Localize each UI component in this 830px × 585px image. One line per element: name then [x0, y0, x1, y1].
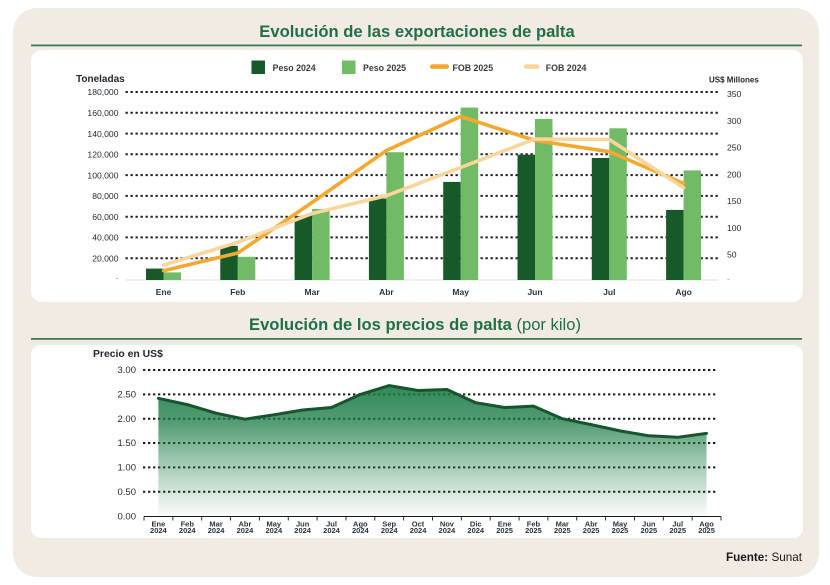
svg-text:40,000: 40,000 — [92, 233, 119, 243]
svg-text:Mar: Mar — [556, 520, 569, 529]
svg-text:2025: 2025 — [496, 526, 513, 535]
svg-text:20,000: 20,000 — [92, 253, 119, 263]
svg-text:140,000: 140,000 — [87, 129, 118, 139]
svg-text:Jun: Jun — [642, 520, 656, 529]
svg-text:Peso 2024: Peso 2024 — [273, 63, 316, 73]
svg-text:FOB 2024: FOB 2024 — [546, 63, 587, 73]
svg-text:Abr: Abr — [238, 520, 251, 529]
svg-text:0.00: 0.00 — [118, 511, 137, 522]
svg-text:Toneladas: Toneladas — [76, 74, 125, 85]
svg-text:May: May — [452, 287, 469, 297]
svg-text:2025: 2025 — [525, 526, 542, 535]
svg-text:Mar: Mar — [209, 520, 222, 529]
svg-text:Jun: Jun — [296, 520, 310, 529]
svg-text:2024: 2024 — [352, 526, 370, 535]
svg-text:350: 350 — [727, 89, 742, 99]
svg-text:100: 100 — [727, 223, 742, 233]
svg-text:2025: 2025 — [554, 526, 571, 535]
svg-text:2024: 2024 — [208, 526, 226, 535]
svg-text:Ago: Ago — [699, 520, 714, 529]
svg-text:Dic: Dic — [470, 520, 482, 529]
svg-text:2024: 2024 — [467, 526, 485, 535]
svg-text:Jul: Jul — [603, 287, 615, 297]
svg-text:Abr: Abr — [585, 520, 598, 529]
svg-text:US$ Millones: US$ Millones — [709, 76, 759, 85]
svg-text:Ene: Ene — [156, 287, 172, 297]
svg-text:Evolución de las exportaciones: Evolución de las exportaciones de palta — [259, 22, 575, 41]
svg-text:2024: 2024 — [265, 526, 283, 535]
svg-text:150: 150 — [727, 196, 742, 206]
svg-text:200: 200 — [727, 169, 742, 179]
svg-text:2024: 2024 — [323, 526, 341, 535]
svg-text:Feb: Feb — [230, 287, 245, 297]
svg-text:2025: 2025 — [583, 526, 600, 535]
svg-text:3.00: 3.00 — [118, 365, 137, 376]
svg-text:Feb: Feb — [181, 520, 195, 529]
svg-text:Feb: Feb — [527, 520, 541, 529]
svg-text:0.50: 0.50 — [118, 487, 137, 498]
svg-text:120,000: 120,000 — [87, 150, 118, 160]
svg-text:2024: 2024 — [237, 526, 255, 535]
svg-text:2024: 2024 — [150, 526, 168, 535]
svg-text:May: May — [613, 520, 628, 529]
svg-text:Jul: Jul — [672, 520, 683, 529]
svg-text:-: - — [727, 274, 730, 284]
svg-text:Nov: Nov — [440, 520, 455, 529]
svg-text:Jul: Jul — [326, 520, 337, 529]
svg-text:Evolución de los precios de pa: Evolución de los precios de palta (por k… — [249, 315, 581, 334]
svg-text:Ene: Ene — [498, 520, 512, 529]
svg-text:2024: 2024 — [294, 526, 312, 535]
svg-text:80,000: 80,000 — [92, 191, 119, 201]
svg-text:-: - — [116, 273, 119, 283]
svg-text:300: 300 — [727, 116, 742, 126]
svg-text:160,000: 160,000 — [87, 108, 118, 118]
svg-text:2.50: 2.50 — [118, 390, 137, 401]
svg-text:Abr: Abr — [379, 287, 394, 297]
svg-text:1.00: 1.00 — [118, 463, 137, 474]
svg-text:Precio en US$: Precio en US$ — [93, 349, 163, 360]
svg-text:2025: 2025 — [698, 526, 715, 535]
svg-text:50: 50 — [727, 250, 737, 260]
svg-text:100,000: 100,000 — [87, 170, 118, 180]
svg-text:Sep: Sep — [382, 520, 396, 529]
svg-text:2024: 2024 — [410, 526, 428, 535]
svg-text:2.00: 2.00 — [118, 414, 137, 425]
svg-text:Ago: Ago — [675, 287, 692, 297]
svg-text:1.50: 1.50 — [118, 438, 137, 449]
svg-text:2025: 2025 — [669, 526, 686, 535]
svg-text:2025: 2025 — [641, 526, 658, 535]
svg-text:2024: 2024 — [381, 526, 399, 535]
svg-text:FOB 2025: FOB 2025 — [453, 63, 494, 73]
svg-text:Jun: Jun — [527, 287, 542, 297]
svg-text:2025: 2025 — [612, 526, 629, 535]
svg-text:2024: 2024 — [179, 526, 197, 535]
svg-text:Peso 2025: Peso 2025 — [363, 63, 406, 73]
svg-text:Ene: Ene — [152, 520, 166, 529]
svg-text:May: May — [267, 520, 282, 529]
svg-text:Ago: Ago — [353, 520, 368, 529]
svg-text:250: 250 — [727, 143, 742, 153]
svg-text:2024: 2024 — [439, 526, 457, 535]
svg-text:Mar: Mar — [305, 287, 321, 297]
svg-text:Fuente: Sunat: Fuente: Sunat — [726, 551, 803, 564]
svg-text:60,000: 60,000 — [92, 212, 119, 222]
svg-text:180,000: 180,000 — [87, 87, 118, 97]
svg-text:Oct: Oct — [412, 520, 425, 529]
